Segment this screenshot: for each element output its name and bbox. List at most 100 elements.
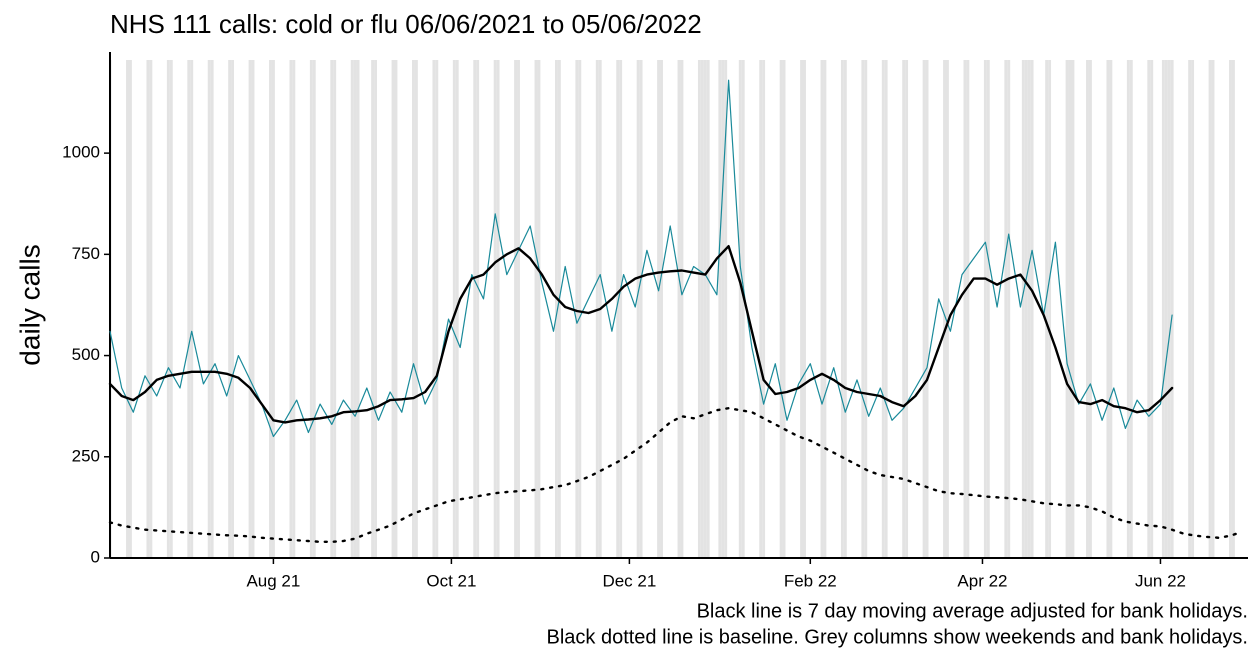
weekend-column — [779, 60, 783, 558]
weekend-column — [820, 60, 824, 558]
weekend-column — [1150, 60, 1154, 558]
weekend-column — [289, 60, 293, 558]
weekend-column — [700, 60, 704, 558]
weekend-column — [1004, 60, 1008, 558]
weekend-column — [922, 60, 926, 558]
weekend-column — [575, 60, 579, 558]
weekend-column — [374, 60, 377, 558]
x-tick-label: Feb 22 — [784, 571, 837, 590]
weekend-column — [843, 60, 847, 558]
weekend-column — [884, 60, 888, 558]
y-tick-label: 500 — [72, 345, 100, 364]
weekend-column — [738, 60, 742, 558]
weekend-column — [902, 60, 906, 558]
y-tick-label: 750 — [72, 244, 100, 263]
weekend-column — [309, 60, 313, 558]
weekend-column — [312, 60, 316, 558]
weekend-column — [391, 60, 395, 558]
weekend-column — [554, 60, 558, 558]
note: Black dotted line is baseline. Grey colu… — [546, 626, 1248, 648]
weekend-column — [578, 60, 582, 558]
series-line — [108, 407, 1244, 543]
weekend-column — [721, 60, 725, 558]
weekend-column — [905, 60, 909, 558]
weekend-column — [1170, 60, 1174, 558]
weekend-column — [782, 60, 786, 558]
note: Black line is 7 day moving average adjus… — [697, 600, 1248, 622]
weekend-column — [1088, 60, 1092, 558]
weekend-column — [881, 60, 885, 558]
weekend-column — [945, 60, 949, 558]
bank-holiday-column — [1161, 60, 1165, 558]
weekend-column — [943, 60, 946, 558]
weekend-column — [639, 60, 643, 558]
weekend-column — [414, 60, 418, 558]
weekend-column — [394, 60, 398, 558]
weekend-column — [1211, 60, 1215, 558]
weekend-column — [1188, 60, 1192, 558]
weekend-column — [271, 60, 275, 558]
weekend-column — [1106, 60, 1110, 558]
weekend-column — [861, 60, 865, 558]
weekend-column — [146, 60, 150, 558]
weekend-column — [269, 60, 272, 558]
weekend-column — [657, 60, 661, 558]
weekend-column — [718, 60, 722, 558]
y-tick-label: 1000 — [62, 143, 100, 162]
weekend-column — [371, 60, 375, 558]
bank-holiday-column — [703, 60, 707, 558]
weekend-column — [762, 60, 766, 558]
bank-holiday-column — [706, 60, 710, 558]
weekend-column — [166, 60, 170, 558]
x-tick-label: Dec 21 — [602, 571, 656, 590]
weekend-column — [840, 60, 844, 558]
weekend-column — [680, 60, 684, 558]
weekend-column — [210, 60, 214, 558]
series-line — [108, 245, 1174, 424]
weekend-column — [803, 60, 806, 558]
weekend-column — [190, 60, 194, 558]
weekend-column — [1027, 60, 1031, 558]
weekend-column — [128, 60, 132, 558]
weekend-column — [925, 60, 929, 558]
weekend-column — [741, 60, 745, 558]
weekend-column — [759, 60, 763, 558]
bank-holiday-column — [1071, 60, 1075, 558]
weekend-column — [207, 60, 211, 558]
x-tick-label: Oct 21 — [426, 571, 476, 590]
weekend-column — [966, 60, 970, 558]
weekend-column — [1065, 60, 1069, 558]
weekend-column — [619, 60, 623, 558]
weekend-column — [1048, 60, 1052, 558]
y-tick-label: 0 — [91, 547, 100, 566]
weekend-column — [496, 60, 500, 558]
series-line — [109, 79, 1173, 438]
weekend-column — [1231, 60, 1235, 558]
weekend-column — [1147, 60, 1151, 558]
weekend-column — [636, 60, 640, 558]
weekend-column — [660, 60, 663, 558]
weekend-column — [251, 60, 255, 558]
weekend-column — [333, 60, 337, 558]
weekend-column — [1129, 60, 1133, 558]
weekend-column — [1109, 60, 1113, 558]
weekend-column — [1007, 60, 1011, 558]
x-tick-label: Aug 21 — [246, 571, 300, 590]
weekend-column — [983, 60, 987, 558]
chart-title: NHS 111 calls: cold or flu 06/06/2021 to… — [110, 9, 702, 39]
weekend-column — [823, 60, 827, 558]
weekend-column — [1167, 60, 1171, 558]
weekend-column — [534, 60, 538, 558]
y-axis-label: daily calls — [14, 244, 45, 365]
bank-holiday-column — [1164, 60, 1168, 558]
weekend-column — [1208, 60, 1212, 558]
weekend-column — [1045, 60, 1049, 558]
weekend-column — [677, 60, 681, 558]
shading-layer — [110, 60, 1235, 558]
weekend-column — [1191, 60, 1195, 558]
weekend-column — [476, 60, 480, 558]
weekend-column — [350, 60, 354, 558]
weekend-column — [1126, 60, 1130, 558]
weekend-column — [557, 60, 561, 558]
